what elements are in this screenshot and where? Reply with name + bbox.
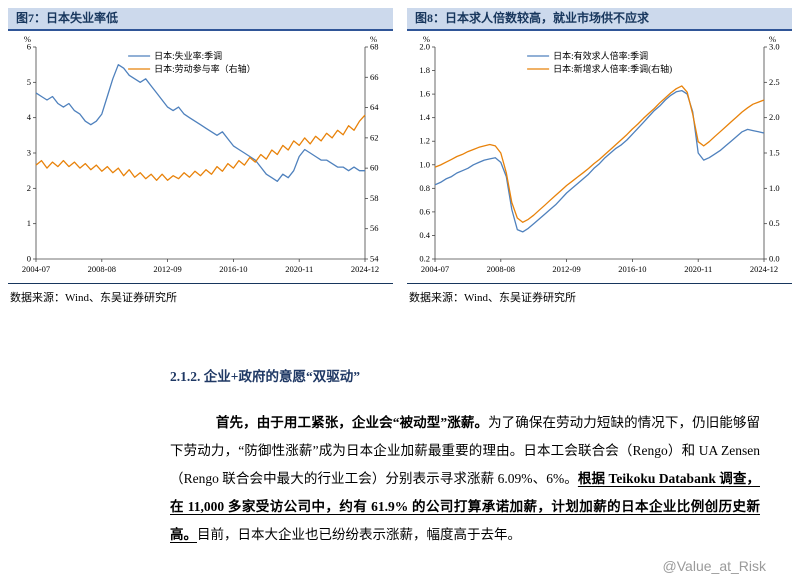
svg-text:1.8: 1.8 bbox=[419, 65, 430, 75]
legend-label: 日本:劳动参与率（右轴） bbox=[154, 63, 256, 74]
body-text-section: 2.1.2. 企业+政府的意愿“双驱动” 首先，由于用工紧张，企业会“被动型”涨… bbox=[170, 365, 760, 549]
svg-text:3: 3 bbox=[27, 148, 31, 158]
series-line bbox=[35, 114, 366, 181]
figure-8-title: 图8：日本求人倍数较高，就业市场供不应求 bbox=[407, 8, 792, 31]
svg-text:4: 4 bbox=[27, 112, 32, 122]
body-paragraph: 首先，由于用工紧张，企业会“被动型”涨薪。为了确保在劳动力短缺的情况下，仍旧能够… bbox=[170, 409, 760, 549]
charts-row: 图7：日本失业率低 0 1 2 3 4 5 6 54 56 58 60 62 64 66 68%% 2004-… bbox=[8, 8, 792, 305]
svg-text:3.0: 3.0 bbox=[769, 42, 780, 52]
svg-text:2008-08: 2008-08 bbox=[487, 264, 515, 274]
series-line bbox=[434, 89, 765, 233]
svg-text:1.2: 1.2 bbox=[419, 136, 430, 146]
legend-label: 日本:失业率:季调 bbox=[154, 50, 222, 61]
figure-8-source: 数据来源：Wind、东吴证券研究所 bbox=[407, 283, 792, 305]
svg-text:64: 64 bbox=[370, 102, 379, 112]
svg-text:60: 60 bbox=[370, 163, 379, 173]
paragraph-segment: 为了确保在劳动力短缺的情况下，仍旧能够留下劳动力，“防御性涨薪”成为日本企业加薪… bbox=[170, 415, 761, 486]
svg-text:66: 66 bbox=[370, 72, 379, 82]
svg-text:2020-11: 2020-11 bbox=[285, 264, 313, 274]
svg-text:58: 58 bbox=[370, 193, 379, 203]
svg-text:1.0: 1.0 bbox=[769, 183, 780, 193]
svg-text:0.0: 0.0 bbox=[769, 254, 780, 264]
svg-text:2024-12: 2024-12 bbox=[750, 264, 778, 274]
svg-text:56: 56 bbox=[370, 223, 379, 233]
svg-text:2020-11: 2020-11 bbox=[684, 264, 712, 274]
svg-text:2.0: 2.0 bbox=[769, 112, 780, 122]
figure-panel-8: 图8：日本求人倍数较高，就业市场供不应求 0.2 0.4 0.6 0.8 1.0 1.2 1… bbox=[407, 8, 792, 305]
section-heading: 2.1.2. 企业+政府的意愿“双驱动” bbox=[170, 369, 360, 384]
figure-panel-7: 图7：日本失业率低 0 1 2 3 4 5 6 54 56 58 60 62 64 66 68%% 2004-… bbox=[8, 8, 393, 305]
figure-7-source: 数据来源：Wind、东吴证券研究所 bbox=[8, 283, 393, 305]
svg-text:1.0: 1.0 bbox=[419, 159, 430, 169]
legend-label: 日本:有效求人倍率:季调 bbox=[553, 50, 648, 61]
svg-text:5: 5 bbox=[27, 77, 31, 87]
svg-text:0.6: 0.6 bbox=[419, 206, 430, 216]
svg-text:2004-07: 2004-07 bbox=[421, 264, 449, 274]
svg-text:2.0: 2.0 bbox=[419, 42, 430, 52]
svg-text:1.4: 1.4 bbox=[419, 112, 430, 122]
svg-text:2.5: 2.5 bbox=[769, 77, 780, 87]
svg-text:%: % bbox=[24, 34, 31, 44]
svg-text:%: % bbox=[769, 34, 776, 44]
svg-text:68: 68 bbox=[370, 42, 379, 52]
figure-8-chart: 0.2 0.4 0.6 0.8 1.0 1.2 1.4 1.6 1.8 2.0 0.0 0.5 1.0 1… bbox=[419, 34, 780, 274]
svg-text:1.6: 1.6 bbox=[419, 89, 430, 99]
svg-text:2016-10: 2016-10 bbox=[219, 264, 247, 274]
svg-text:2016-10: 2016-10 bbox=[618, 264, 646, 274]
watermark: @Value_at_Risk bbox=[662, 558, 766, 574]
svg-text:0: 0 bbox=[27, 254, 31, 264]
svg-text:2012-09: 2012-09 bbox=[153, 264, 181, 274]
svg-text:2024-12: 2024-12 bbox=[351, 264, 379, 274]
svg-text:0.4: 0.4 bbox=[419, 230, 430, 240]
paragraph-segment: 根据 Teikoku Databank 调查，在 11,000 多家受访公司中，… bbox=[170, 471, 760, 542]
series-line bbox=[434, 85, 765, 223]
svg-text:54: 54 bbox=[370, 254, 379, 264]
paragraph-segment: 目前，日本大企业也已纷纷表示涨薪，幅度高于去年。 bbox=[197, 527, 521, 542]
series-line bbox=[35, 64, 365, 182]
svg-text:0.8: 0.8 bbox=[419, 183, 430, 193]
svg-text:2: 2 bbox=[27, 183, 31, 193]
legend-label: 日本:新增求人倍率:季调(右轴) bbox=[553, 63, 672, 74]
svg-text:1: 1 bbox=[27, 218, 31, 228]
svg-text:%: % bbox=[423, 34, 430, 44]
svg-text:%: % bbox=[370, 34, 377, 44]
svg-text:0.5: 0.5 bbox=[769, 218, 780, 228]
figure-7-title: 图7：日本失业率低 bbox=[8, 8, 393, 31]
svg-text:2008-08: 2008-08 bbox=[88, 264, 116, 274]
svg-text:62: 62 bbox=[370, 132, 379, 142]
svg-text:1.5: 1.5 bbox=[769, 148, 780, 158]
paragraph-segment: 首先，由于用工紧张，企业会“被动型”涨薪。 bbox=[215, 415, 489, 430]
svg-text:2004-07: 2004-07 bbox=[22, 264, 50, 274]
svg-text:6: 6 bbox=[27, 42, 31, 52]
svg-text:0.2: 0.2 bbox=[419, 254, 430, 264]
svg-text:2012-09: 2012-09 bbox=[552, 264, 580, 274]
